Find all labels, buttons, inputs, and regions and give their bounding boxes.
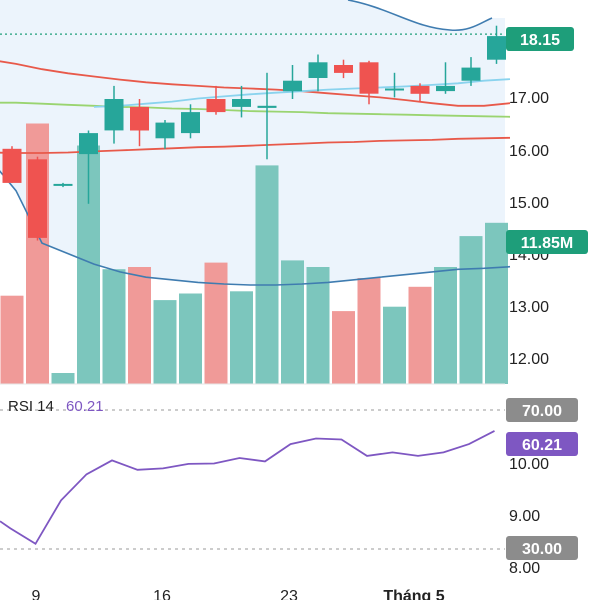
x-axis-tick: 23 xyxy=(280,588,298,600)
volume-bar xyxy=(51,373,75,384)
candle-body xyxy=(155,122,175,139)
candle-body xyxy=(385,88,404,91)
last-price-tag-text: 18.15 xyxy=(520,32,560,49)
candle-body xyxy=(2,148,22,183)
rsi-line xyxy=(0,430,495,546)
candle-body xyxy=(181,112,200,134)
rsi-lower-tag: 30.00 xyxy=(506,536,578,560)
price-axis-tick: 12.00 xyxy=(509,351,549,368)
price-axis-tick: 9.00 xyxy=(509,508,540,525)
candle-body xyxy=(359,62,379,94)
price-axis-tick: 17.00 xyxy=(509,90,549,107)
x-axis-tick: 9 xyxy=(32,588,41,600)
volume-bar xyxy=(102,269,126,384)
candle-body xyxy=(257,105,277,108)
last-volume-tag-text: 11.85M xyxy=(521,235,573,252)
x-axis-tick: 16 xyxy=(153,588,171,600)
candle-body xyxy=(206,99,226,113)
candle-body xyxy=(232,99,251,107)
x-axis: 9 16 23 Tháng 5 xyxy=(32,588,445,600)
volume-bar xyxy=(434,267,457,384)
candles xyxy=(2,25,506,241)
rsi-value-inline: 60.21 xyxy=(66,398,104,415)
volume-bar xyxy=(230,291,253,384)
volume-bar xyxy=(153,300,177,384)
volume-bar xyxy=(77,145,100,384)
rsi-name: RSI 14 xyxy=(8,398,54,415)
candle-body xyxy=(130,106,149,131)
volume-bar xyxy=(179,293,202,384)
price-axis: 18.0017.0016.0015.0014.0013.0012.0011.00… xyxy=(509,37,549,577)
bollinger-lower-line xyxy=(0,170,511,286)
rsi-value-tag: 60.21 xyxy=(506,432,578,456)
candle-body xyxy=(79,133,98,155)
volume-bar xyxy=(255,165,279,384)
rsi-upper-tag: 70.00 xyxy=(506,398,578,422)
candle-body xyxy=(308,62,328,78)
rsi-value-tag-text: 60.21 xyxy=(522,437,562,454)
volume-bar xyxy=(128,267,151,384)
x-axis-tick: Tháng 5 xyxy=(383,588,444,600)
volume-bar xyxy=(306,267,330,384)
volume-bar xyxy=(459,236,483,384)
price-axis-tick: 13.00 xyxy=(509,299,549,316)
candle-body xyxy=(104,99,124,131)
rsi-upper-tag-text: 70.00 xyxy=(522,403,562,420)
last-volume-tag: 11.85M xyxy=(506,230,588,254)
ma-green-line xyxy=(0,101,511,118)
bollinger-upper-line xyxy=(347,0,493,32)
candle-body xyxy=(53,183,73,186)
candle-body xyxy=(487,36,506,60)
price-axis-tick: 8.00 xyxy=(509,560,540,577)
volume-bar xyxy=(281,260,304,384)
candle-body xyxy=(334,65,353,73)
ma-red-lower-line xyxy=(0,136,511,154)
volume-bar xyxy=(408,286,432,384)
candle-body xyxy=(436,85,455,92)
volume-bar xyxy=(0,295,24,384)
candle-body xyxy=(283,80,302,92)
volume-bar xyxy=(383,306,406,384)
price-axis-tick: 16.00 xyxy=(509,143,549,160)
ma-red-upper-line xyxy=(0,60,511,107)
price-axis-tick: 10.00 xyxy=(509,456,549,473)
volume-bar xyxy=(332,311,355,384)
bollinger-band-fill xyxy=(0,0,510,285)
rsi-lower-tag-text: 30.00 xyxy=(522,541,562,558)
candle-body xyxy=(461,67,481,81)
volume-bar xyxy=(485,222,508,384)
candle-body xyxy=(410,85,430,94)
volume-bar xyxy=(204,262,228,384)
volume-bar xyxy=(357,278,381,384)
price-axis-tick: 15.00 xyxy=(509,195,549,212)
volume-bars xyxy=(0,123,508,384)
last-price-tag: 18.15 xyxy=(506,27,574,51)
candle-body xyxy=(28,159,47,238)
